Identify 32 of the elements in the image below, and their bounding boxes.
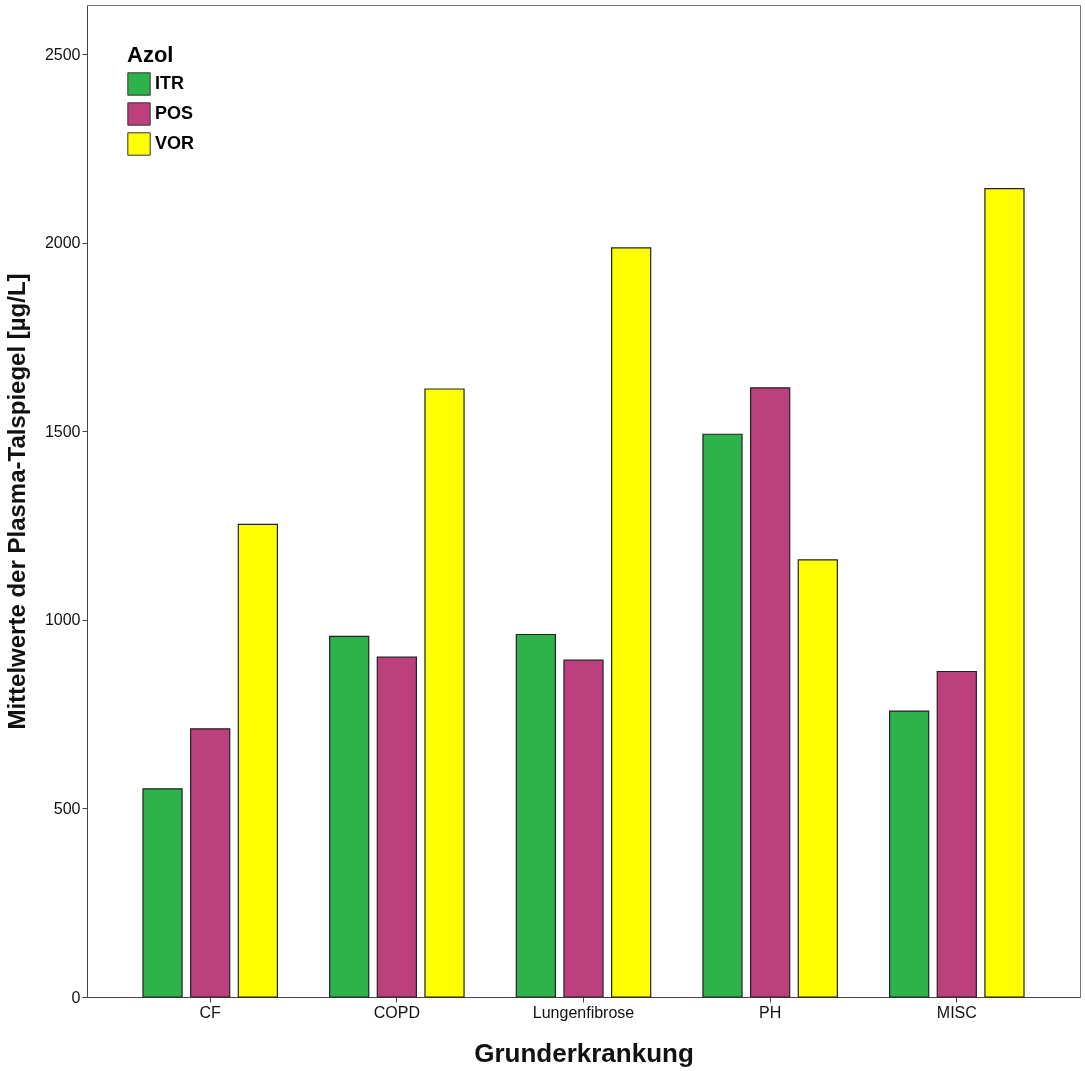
bar: [797, 559, 838, 998]
legend-label: POS: [155, 103, 194, 123]
bar: [984, 188, 1025, 998]
y-tick-label: 2000: [44, 234, 81, 252]
bar: [329, 635, 370, 998]
legend-label: VOR: [155, 133, 195, 153]
bar: [750, 387, 791, 998]
x-tick-label: CF: [199, 1003, 222, 1021]
bar: [376, 656, 417, 998]
bar: [142, 788, 183, 998]
legend-label: ITR: [155, 73, 184, 93]
bar: [237, 523, 278, 998]
y-tick-label: 1000: [44, 611, 81, 629]
x-tick-label: PH: [759, 1003, 782, 1021]
bar: [611, 247, 652, 998]
bar: [190, 728, 231, 998]
y-tick-label: 2500: [44, 45, 81, 63]
y-tick-label: 0: [71, 988, 81, 1006]
x-axis-title: Grunderkrankung: [474, 1037, 694, 1068]
x-tick-label: Lungenfibrose: [532, 1003, 635, 1021]
bar: [889, 710, 930, 998]
bar: [424, 388, 465, 998]
x-tick-label: MISC: [936, 1003, 977, 1021]
bar: [702, 433, 743, 998]
y-tick-label: 500: [53, 799, 81, 817]
legend-title: Azol: [127, 42, 174, 67]
bar: [936, 670, 977, 998]
y-axis-title: Mittelwerte der Plasma-Talspiegel [µg/L]: [2, 273, 30, 730]
x-tick-label: COPD: [373, 1003, 420, 1021]
bar: [563, 659, 604, 998]
y-tick-label: 1500: [44, 422, 81, 440]
bar: [515, 633, 556, 998]
